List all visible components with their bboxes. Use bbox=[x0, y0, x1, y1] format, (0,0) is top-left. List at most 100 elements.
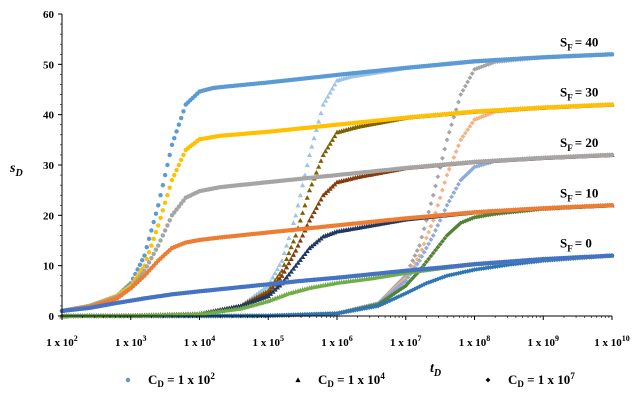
data-point bbox=[290, 220, 297, 225]
data-point bbox=[435, 202, 441, 208]
data-point bbox=[437, 241, 443, 247]
data-point bbox=[318, 158, 324, 163]
data-point bbox=[485, 377, 491, 383]
skin-label-sub: F bbox=[567, 42, 573, 52]
data-point bbox=[403, 283, 409, 289]
data-point bbox=[302, 251, 308, 257]
data-point bbox=[162, 172, 168, 178]
data-point bbox=[313, 205, 319, 210]
data-point bbox=[410, 264, 416, 270]
data-point bbox=[478, 64, 484, 70]
data-point bbox=[467, 124, 473, 129]
data-point bbox=[297, 192, 303, 198]
data-point bbox=[283, 264, 290, 270]
data-point bbox=[405, 280, 411, 286]
data-point bbox=[283, 256, 290, 262]
legend-label-exp: 2 bbox=[210, 371, 215, 381]
data-point bbox=[300, 210, 306, 215]
data-point bbox=[283, 242, 290, 248]
x-tick-exponent: 2 bbox=[74, 334, 78, 343]
data-point bbox=[458, 92, 464, 97]
data-point bbox=[609, 253, 615, 258]
x-tick-label: 1 x 107 bbox=[390, 334, 422, 349]
data-point bbox=[174, 167, 179, 173]
data-point bbox=[178, 115, 184, 121]
data-point bbox=[426, 229, 432, 235]
data-point bbox=[469, 120, 475, 126]
data-point bbox=[306, 152, 313, 158]
x-tick-base: 1 x 10 bbox=[46, 337, 74, 349]
data-point bbox=[176, 162, 182, 168]
data-point bbox=[428, 237, 434, 243]
legend-label-exp: 4 bbox=[380, 371, 385, 381]
data-point bbox=[149, 255, 154, 261]
data-point bbox=[485, 265, 491, 271]
skin-label-symbol: S bbox=[560, 236, 567, 251]
data-point bbox=[458, 137, 464, 143]
data-point bbox=[295, 377, 301, 383]
data-point bbox=[469, 71, 475, 76]
data-point bbox=[368, 304, 374, 310]
data-point bbox=[302, 202, 308, 208]
data-point bbox=[156, 203, 161, 208]
data-point bbox=[160, 233, 166, 238]
data-point bbox=[426, 209, 432, 215]
series-diamond-cd7-sf0 bbox=[59, 253, 615, 319]
data-point bbox=[485, 111, 491, 117]
data-point bbox=[153, 211, 159, 216]
data-point bbox=[327, 89, 333, 95]
data-point bbox=[137, 262, 143, 268]
data-point bbox=[513, 261, 519, 267]
data-point bbox=[169, 142, 175, 148]
data-point bbox=[474, 116, 480, 122]
data-point bbox=[151, 236, 156, 242]
skin-label-sub: F bbox=[567, 244, 573, 254]
data-point bbox=[391, 287, 397, 293]
data-point bbox=[316, 200, 322, 206]
data-point bbox=[286, 271, 292, 277]
x-tick-base: 1 x 10 bbox=[321, 337, 349, 349]
legend-label-rest: = 1 x 10 bbox=[524, 372, 570, 387]
data-point bbox=[172, 135, 177, 141]
data-point bbox=[453, 186, 459, 191]
x-tick-exponent: 4 bbox=[211, 334, 215, 343]
data-point bbox=[609, 203, 615, 208]
data-point bbox=[293, 247, 299, 253]
data-point bbox=[456, 99, 461, 105]
data-point bbox=[458, 220, 464, 226]
legend-label: CD = 1 x 107 bbox=[508, 371, 575, 389]
y-tick-label: 10 bbox=[43, 261, 55, 273]
data-point bbox=[435, 174, 441, 180]
data-point bbox=[327, 141, 333, 146]
data-point bbox=[451, 271, 457, 277]
y-axis-title: sD bbox=[9, 161, 23, 179]
data-point bbox=[428, 253, 434, 259]
y-tick-label: 20 bbox=[43, 210, 55, 222]
data-point bbox=[288, 256, 294, 262]
x-tick-exponent: 6 bbox=[349, 334, 353, 343]
data-point bbox=[304, 195, 310, 200]
data-point bbox=[306, 217, 313, 223]
data-point bbox=[286, 260, 292, 266]
series-circle-cd2-sf20 bbox=[59, 152, 615, 314]
data-point bbox=[371, 304, 377, 310]
data-point bbox=[444, 137, 450, 143]
data-point bbox=[304, 248, 310, 254]
data-point bbox=[403, 278, 409, 284]
data-point bbox=[149, 228, 154, 233]
y-ticks: 0 10 20 30 40 50 60 bbox=[43, 9, 62, 323]
data-point bbox=[414, 261, 420, 267]
data-point bbox=[472, 117, 477, 123]
data-point bbox=[281, 250, 287, 256]
y-axis-title-sub: D bbox=[14, 168, 22, 179]
data-point bbox=[412, 273, 418, 279]
data-point bbox=[465, 79, 471, 85]
legend-label-main: C bbox=[508, 372, 517, 387]
data-point bbox=[451, 155, 457, 160]
skin-label-symbol: S bbox=[560, 135, 567, 150]
skin-label-symbol: S bbox=[560, 185, 567, 200]
skin-label: SF = 10 bbox=[560, 185, 598, 203]
series-circle-cd2-sf40 bbox=[59, 52, 615, 314]
data-point bbox=[263, 284, 269, 290]
data-point bbox=[281, 268, 287, 274]
